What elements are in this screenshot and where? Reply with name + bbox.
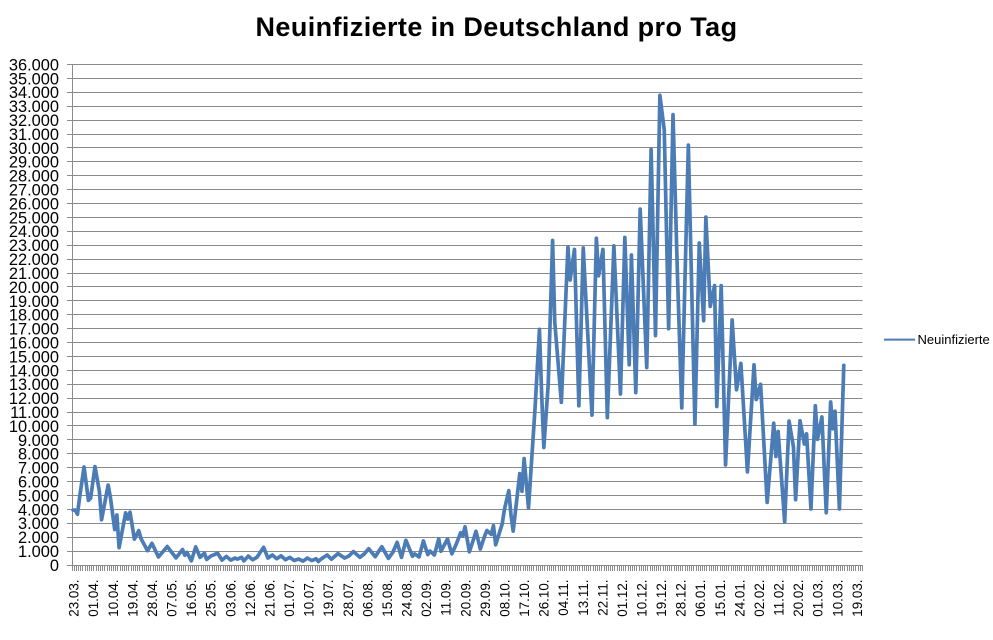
svg-text:03.06.: 03.06. [223,580,238,617]
svg-text:19.04.: 19.04. [125,580,140,617]
svg-text:24.01.: 24.01. [732,580,747,617]
svg-text:8.000: 8.000 [18,446,59,464]
svg-text:22.000: 22.000 [9,251,59,269]
svg-text:13.11.: 13.11. [576,580,591,616]
svg-text:35.000: 35.000 [9,70,59,88]
svg-text:27.000: 27.000 [9,182,59,200]
svg-text:21.000: 21.000 [9,265,59,283]
svg-text:4.000: 4.000 [18,501,59,519]
svg-text:7.000: 7.000 [18,460,59,478]
svg-text:28.07.: 28.07. [341,580,356,617]
svg-text:11.02.: 11.02. [772,580,787,616]
svg-text:19.12.: 19.12. [654,580,669,617]
svg-text:18.000: 18.000 [9,307,59,325]
svg-text:13.000: 13.000 [9,376,59,394]
svg-text:20.09.: 20.09. [458,580,473,617]
svg-text:0: 0 [50,557,59,575]
svg-text:12.000: 12.000 [9,390,59,408]
svg-text:06.08.: 06.08. [360,580,375,617]
svg-text:28.000: 28.000 [9,168,59,186]
svg-text:34.000: 34.000 [9,84,59,102]
svg-text:01.04.: 01.04. [86,580,101,617]
svg-text:2.000: 2.000 [18,529,59,547]
svg-text:10.000: 10.000 [9,418,59,436]
svg-text:06.01.: 06.01. [693,580,708,617]
svg-text:17.000: 17.000 [9,321,59,339]
svg-text:26.000: 26.000 [9,195,59,213]
svg-text:07.05.: 07.05. [165,580,180,617]
svg-text:19.07.: 19.07. [321,580,336,617]
svg-text:23.000: 23.000 [9,237,59,255]
svg-text:14.000: 14.000 [9,362,59,380]
svg-text:16.05.: 16.05. [184,580,199,617]
svg-text:01.07.: 01.07. [282,580,297,617]
svg-text:01.03.: 01.03. [811,580,826,617]
svg-text:15.000: 15.000 [9,348,59,366]
svg-text:01.12.: 01.12. [615,580,630,617]
svg-text:29.000: 29.000 [9,154,59,172]
svg-text:21.06.: 21.06. [262,580,277,617]
svg-text:10.03.: 10.03. [830,580,845,617]
svg-text:10.12.: 10.12. [634,580,649,617]
svg-text:25.05.: 25.05. [204,580,219,617]
svg-text:12.06.: 12.06. [243,580,258,617]
svg-text:20.000: 20.000 [9,279,59,297]
svg-text:15.01.: 15.01. [713,580,728,617]
svg-text:15.08.: 15.08. [380,580,395,617]
svg-text:9.000: 9.000 [18,432,59,450]
svg-text:19.03.: 19.03. [850,580,865,617]
svg-text:11.09.: 11.09. [439,580,454,616]
svg-text:22.11.: 22.11. [595,580,610,616]
svg-text:5.000: 5.000 [18,487,59,505]
svg-text:24.000: 24.000 [9,223,59,241]
svg-text:1.000: 1.000 [18,543,59,561]
svg-text:28.04.: 28.04. [145,580,160,617]
svg-text:6.000: 6.000 [18,473,59,491]
svg-text:19.000: 19.000 [9,293,59,311]
svg-text:08.10.: 08.10. [497,580,512,617]
svg-text:28.12.: 28.12. [674,580,689,617]
svg-text:20.02.: 20.02. [791,580,806,617]
svg-text:24.08.: 24.08. [400,580,415,617]
svg-text:26.10.: 26.10. [537,580,552,617]
svg-text:25.000: 25.000 [9,209,59,227]
svg-text:02.02.: 02.02. [752,580,767,617]
svg-text:29.09.: 29.09. [478,580,493,617]
svg-text:36.000: 36.000 [9,56,59,74]
svg-text:10.07.: 10.07. [302,580,317,617]
svg-text:23.03.: 23.03. [67,580,82,617]
svg-text:16.000: 16.000 [9,334,59,352]
svg-text:10.04.: 10.04. [106,580,121,617]
svg-text:04.11.: 04.11. [556,580,571,616]
svg-text:32.000: 32.000 [9,112,59,130]
svg-text:17.10.: 17.10. [517,580,532,617]
svg-text:3.000: 3.000 [18,515,59,533]
svg-text:30.000: 30.000 [9,140,59,158]
svg-text:02.09.: 02.09. [419,580,434,617]
svg-text:Neuinfizierte: Neuinfizierte [918,332,990,347]
svg-text:11.000: 11.000 [10,404,59,422]
svg-text:33.000: 33.000 [9,98,59,116]
svg-text:31.000: 31.000 [9,126,59,144]
